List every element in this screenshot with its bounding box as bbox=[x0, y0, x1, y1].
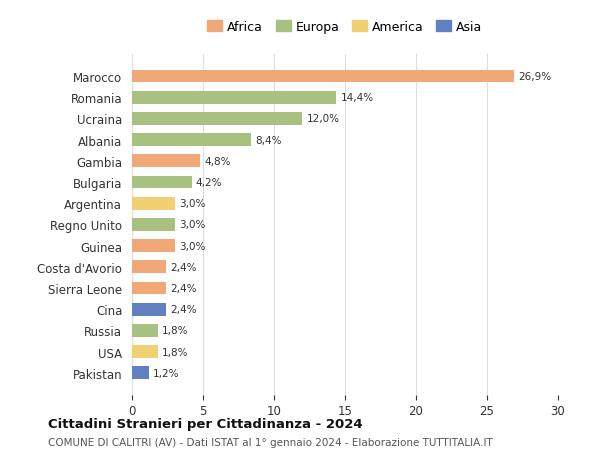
Text: 8,4%: 8,4% bbox=[256, 135, 282, 146]
Bar bbox=[132, 71, 514, 83]
Text: 1,8%: 1,8% bbox=[162, 326, 188, 336]
Bar bbox=[132, 346, 158, 358]
Bar bbox=[132, 176, 191, 189]
Bar bbox=[132, 155, 200, 168]
Text: 1,2%: 1,2% bbox=[154, 368, 180, 378]
Bar bbox=[132, 197, 175, 210]
Bar bbox=[132, 240, 175, 252]
Bar bbox=[132, 261, 166, 274]
Text: COMUNE DI CALITRI (AV) - Dati ISTAT al 1° gennaio 2024 - Elaborazione TUTTITALIA: COMUNE DI CALITRI (AV) - Dati ISTAT al 1… bbox=[48, 437, 493, 447]
Bar bbox=[132, 92, 337, 104]
Text: 4,2%: 4,2% bbox=[196, 178, 223, 188]
Text: 26,9%: 26,9% bbox=[518, 72, 551, 82]
Bar bbox=[132, 113, 302, 125]
Text: 14,4%: 14,4% bbox=[341, 93, 374, 103]
Text: 3,0%: 3,0% bbox=[179, 241, 205, 251]
Text: 2,4%: 2,4% bbox=[170, 262, 197, 272]
Bar bbox=[132, 282, 166, 295]
Bar bbox=[132, 325, 158, 337]
Text: Cittadini Stranieri per Cittadinanza - 2024: Cittadini Stranieri per Cittadinanza - 2… bbox=[48, 417, 362, 430]
Bar bbox=[132, 367, 149, 379]
Bar bbox=[132, 303, 166, 316]
Text: 3,0%: 3,0% bbox=[179, 220, 205, 230]
Text: 4,8%: 4,8% bbox=[205, 157, 231, 167]
Bar bbox=[132, 218, 175, 231]
Text: 1,8%: 1,8% bbox=[162, 347, 188, 357]
Text: 3,0%: 3,0% bbox=[179, 199, 205, 209]
Text: 12,0%: 12,0% bbox=[307, 114, 340, 124]
Legend: Africa, Europa, America, Asia: Africa, Europa, America, Asia bbox=[203, 17, 487, 38]
Text: 2,4%: 2,4% bbox=[170, 283, 197, 293]
Text: 2,4%: 2,4% bbox=[170, 304, 197, 314]
Bar bbox=[132, 134, 251, 147]
